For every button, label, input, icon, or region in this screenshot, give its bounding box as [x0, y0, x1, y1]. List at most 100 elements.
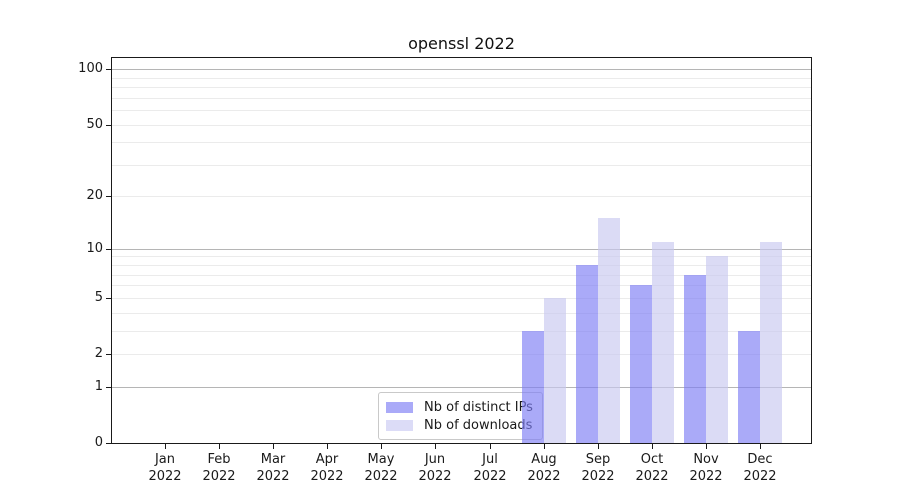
x-tick-label-line: 2022 [527, 469, 561, 484]
gridline [112, 265, 811, 266]
bar [652, 242, 674, 443]
legend: Nb of distinct IPs Nb of downloads [378, 392, 543, 440]
gridline [112, 313, 811, 314]
gridline [112, 165, 811, 166]
x-tick-label-line: May [367, 452, 395, 467]
y-tick-label: 2 [94, 346, 103, 361]
x-tick-label-line: Oct [640, 452, 664, 467]
x-tick-mark [544, 444, 545, 449]
y-tick-mark [106, 387, 111, 388]
x-tick-label: Jun 2022 [407, 451, 463, 485]
legend-item-downloads: Nb of downloads [386, 417, 534, 434]
y-tick-mark [106, 196, 111, 197]
y-tick-mark [106, 298, 111, 299]
x-tick-label: Aug 2022 [516, 451, 572, 485]
x-tick-label-line: 2022 [689, 469, 723, 484]
gridline [112, 125, 811, 126]
x-tick-mark [273, 444, 274, 449]
x-tick-label-line: Feb [207, 452, 231, 467]
gridlines-layer [112, 58, 811, 443]
x-tick-mark [219, 444, 220, 449]
gridline [112, 275, 811, 276]
x-tick-label-line: Jul [482, 452, 498, 467]
chart-title: openssl 2022 [408, 34, 515, 53]
gridline [112, 69, 811, 70]
x-tick-label: Oct 2022 [624, 451, 680, 485]
x-tick-label: Mar 2022 [245, 451, 301, 485]
x-tick-label-line: Aug [531, 452, 557, 467]
x-tick-label: Nov 2022 [678, 451, 734, 485]
x-tick-mark [435, 444, 436, 449]
gridline [112, 142, 811, 143]
bar [522, 331, 544, 443]
x-tick-mark [165, 444, 166, 449]
legend-item-distinct-ips: Nb of distinct IPs [386, 399, 534, 416]
x-tick-label-line: 2022 [473, 469, 507, 484]
x-tick-label-line: 2022 [364, 469, 398, 484]
x-tick-label-line: Jun [424, 452, 446, 467]
x-tick-mark [652, 444, 653, 449]
y-tick-label: 50 [86, 117, 103, 132]
y-tick-label: 1 [94, 379, 103, 394]
x-tick-label-line: 2022 [418, 469, 452, 484]
x-tick-label: Dec 2022 [732, 451, 788, 485]
x-tick-label-line: 2022 [581, 469, 615, 484]
gridline [112, 256, 811, 257]
x-tick-mark [598, 444, 599, 449]
gridline [112, 331, 811, 332]
x-tick-mark [490, 444, 491, 449]
bar [738, 331, 760, 443]
legend-swatch-distinct-ips [386, 402, 413, 413]
gridline [112, 298, 811, 299]
y-tick-label: 100 [78, 61, 103, 76]
x-tick-mark [327, 444, 328, 449]
x-tick-label-line: Dec [747, 452, 773, 467]
legend-label-distinct-ips: Nb of distinct IPs [424, 400, 533, 415]
legend-label-downloads: Nb of downloads [424, 418, 533, 433]
x-tick-label-line: 2022 [310, 469, 344, 484]
gridline [112, 110, 811, 111]
bar [544, 298, 566, 443]
y-tick-mark [106, 125, 111, 126]
y-tick-label: 10 [86, 241, 103, 256]
x-tick-mark [381, 444, 382, 449]
y-tick-mark [106, 443, 111, 444]
x-tick-label: Feb 2022 [191, 451, 247, 485]
bar [630, 285, 652, 443]
x-tick-label: Jul 2022 [462, 451, 518, 485]
x-tick-label-line: Jan [154, 452, 176, 467]
x-tick-label-line: 2022 [148, 469, 182, 484]
bar [706, 256, 728, 443]
gridline [112, 78, 811, 79]
x-tick-label: May 2022 [353, 451, 409, 485]
y-tick-label: 5 [94, 290, 103, 305]
gridline [112, 87, 811, 88]
gridline [112, 285, 811, 286]
y-tick-mark [106, 69, 111, 70]
x-tick-label-line: Sep [585, 452, 611, 467]
y-tick-label: 0 [94, 435, 103, 450]
legend-swatch-downloads [386, 420, 413, 431]
x-tick-label-line: 2022 [202, 469, 236, 484]
bar [576, 265, 598, 443]
bars-layer [112, 58, 811, 443]
gridline [112, 387, 811, 388]
y-tick-mark [106, 249, 111, 250]
x-tick-label: Sep 2022 [570, 451, 626, 485]
bar [598, 218, 620, 443]
bar [684, 275, 706, 443]
x-tick-label-line: 2022 [635, 469, 669, 484]
plot-area: Nb of distinct IPs Nb of downloads [111, 57, 812, 444]
gridline [112, 196, 811, 197]
x-tick-mark [760, 444, 761, 449]
x-tick-label-line: 2022 [743, 469, 777, 484]
gridline [112, 98, 811, 99]
gridline [112, 249, 811, 250]
x-tick-label-line: Apr [315, 452, 339, 467]
x-tick-label-line: Mar [260, 452, 286, 467]
x-tick-label-line: Nov [693, 452, 719, 467]
x-tick-label-line: 2022 [256, 469, 290, 484]
x-tick-label: Apr 2022 [299, 451, 355, 485]
gridline [112, 354, 811, 355]
